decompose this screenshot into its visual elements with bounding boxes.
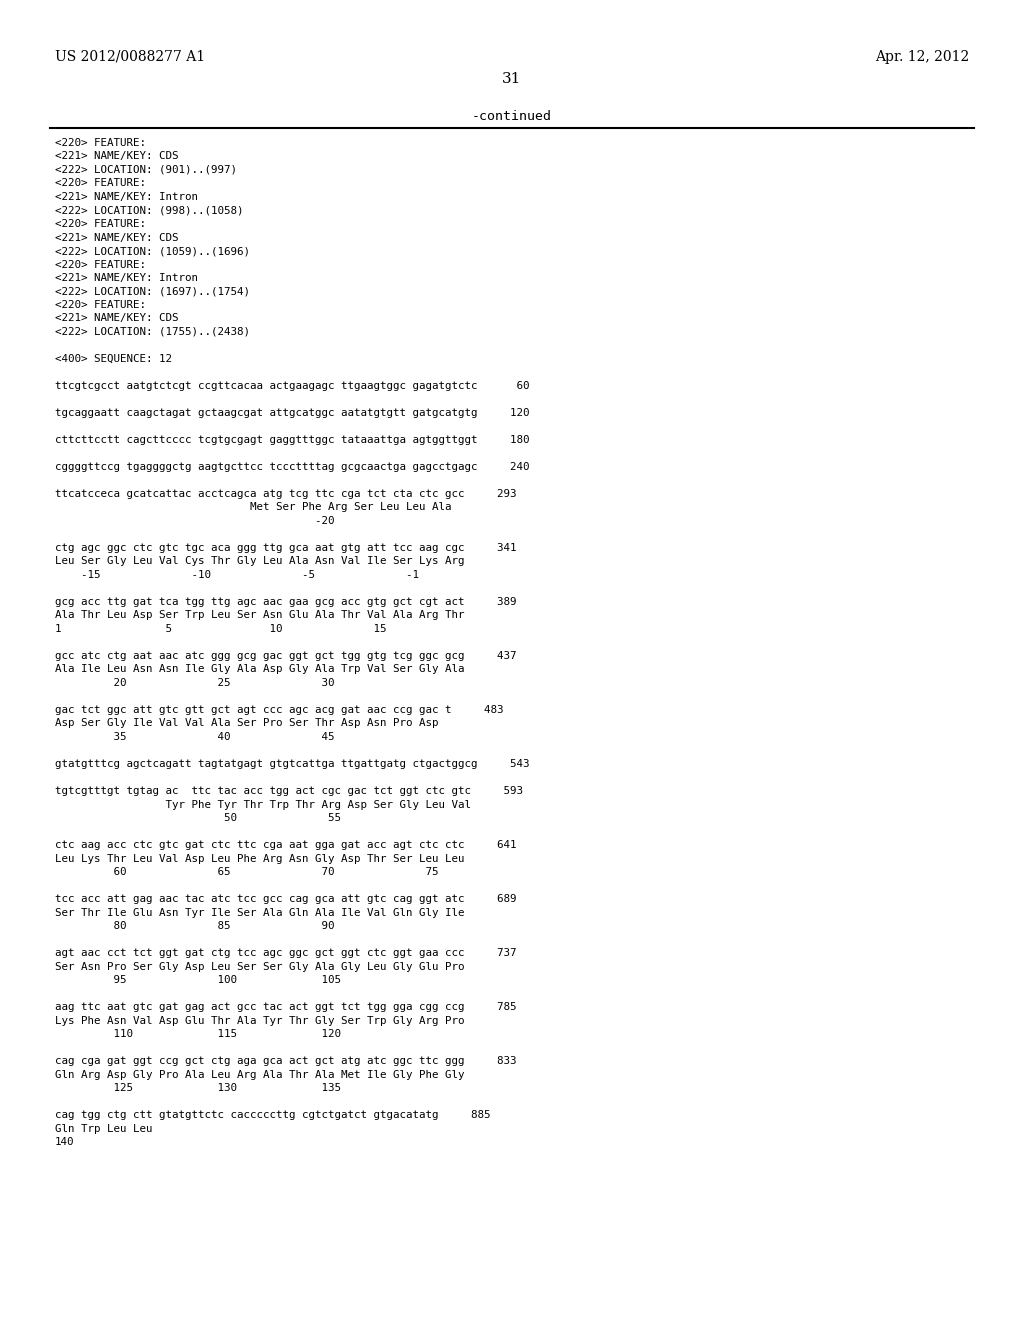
Text: Gln Arg Asp Gly Pro Ala Leu Arg Ala Thr Ala Met Ile Gly Phe Gly: Gln Arg Asp Gly Pro Ala Leu Arg Ala Thr … (55, 1069, 465, 1080)
Text: 110             115             120: 110 115 120 (55, 1030, 341, 1039)
Text: ttcgtcgcct aatgtctcgt ccgttcacaa actgaagagc ttgaagtggc gagatgtctc      60: ttcgtcgcct aatgtctcgt ccgttcacaa actgaag… (55, 381, 529, 391)
Text: Leu Ser Gly Leu Val Cys Thr Gly Leu Ala Asn Val Ile Ser Lys Arg: Leu Ser Gly Leu Val Cys Thr Gly Leu Ala … (55, 557, 465, 566)
Text: Lys Phe Asn Val Asp Glu Thr Ala Tyr Thr Gly Ser Trp Gly Arg Pro: Lys Phe Asn Val Asp Glu Thr Ala Tyr Thr … (55, 1015, 465, 1026)
Text: <220> FEATURE:: <220> FEATURE: (55, 178, 146, 189)
Text: 1                5               10              15: 1 5 10 15 (55, 624, 386, 634)
Text: <220> FEATURE:: <220> FEATURE: (55, 260, 146, 269)
Text: Leu Lys Thr Leu Val Asp Leu Phe Arg Asn Gly Asp Thr Ser Leu Leu: Leu Lys Thr Leu Val Asp Leu Phe Arg Asn … (55, 854, 465, 863)
Text: <222> LOCATION: (1059)..(1696): <222> LOCATION: (1059)..(1696) (55, 246, 250, 256)
Text: <221> NAME/KEY: CDS: <221> NAME/KEY: CDS (55, 314, 178, 323)
Text: Ser Asn Pro Ser Gly Asp Leu Ser Ser Gly Ala Gly Leu Gly Glu Pro: Ser Asn Pro Ser Gly Asp Leu Ser Ser Gly … (55, 961, 465, 972)
Text: 50              55: 50 55 (55, 813, 341, 822)
Text: <220> FEATURE:: <220> FEATURE: (55, 219, 146, 228)
Text: US 2012/0088277 A1: US 2012/0088277 A1 (55, 50, 205, 63)
Text: <220> FEATURE:: <220> FEATURE: (55, 300, 146, 310)
Text: tgcaggaatt caagctagat gctaagcgat attgcatggc aatatgtgtt gatgcatgtg     120: tgcaggaatt caagctagat gctaagcgat attgcat… (55, 408, 529, 418)
Text: <400> SEQUENCE: 12: <400> SEQUENCE: 12 (55, 354, 172, 364)
Text: cag cga gat ggt ccg gct ctg aga gca act gct atg atc ggc ttc ggg     833: cag cga gat ggt ccg gct ctg aga gca act … (55, 1056, 516, 1067)
Text: -15              -10              -5              -1: -15 -10 -5 -1 (55, 570, 419, 579)
Text: <221> NAME/KEY: Intron: <221> NAME/KEY: Intron (55, 191, 198, 202)
Text: 31: 31 (503, 73, 521, 86)
Text: 20              25              30: 20 25 30 (55, 678, 335, 688)
Text: <222> LOCATION: (998)..(1058): <222> LOCATION: (998)..(1058) (55, 206, 244, 215)
Text: <221> NAME/KEY: CDS: <221> NAME/KEY: CDS (55, 152, 178, 161)
Text: agt aac cct tct ggt gat ctg tcc agc ggc gct ggt ctc ggt gaa ccc     737: agt aac cct tct ggt gat ctg tcc agc ggc … (55, 948, 516, 958)
Text: aag ttc aat gtc gat gag act gcc tac act ggt tct tgg gga cgg ccg     785: aag ttc aat gtc gat gag act gcc tac act … (55, 1002, 516, 1012)
Text: 95              100             105: 95 100 105 (55, 975, 341, 985)
Text: Met Ser Phe Arg Ser Leu Leu Ala: Met Ser Phe Arg Ser Leu Leu Ala (55, 503, 452, 512)
Text: Ala Ile Leu Asn Asn Ile Gly Ala Asp Gly Ala Trp Val Ser Gly Ala: Ala Ile Leu Asn Asn Ile Gly Ala Asp Gly … (55, 664, 465, 675)
Text: gac tct ggc att gtc gtt gct agt ccc agc acg gat aac ccg gac t     483: gac tct ggc att gtc gtt gct agt ccc agc … (55, 705, 504, 715)
Text: gcg acc ttg gat tca tgg ttg agc aac gaa gcg acc gtg gct cgt act     389: gcg acc ttg gat tca tgg ttg agc aac gaa … (55, 597, 516, 607)
Text: 35              40              45: 35 40 45 (55, 733, 335, 742)
Text: Apr. 12, 2012: Apr. 12, 2012 (874, 50, 969, 63)
Text: <222> LOCATION: (1697)..(1754): <222> LOCATION: (1697)..(1754) (55, 286, 250, 297)
Text: <221> NAME/KEY: Intron: <221> NAME/KEY: Intron (55, 273, 198, 282)
Text: ctg agc ggc ctc gtc tgc aca ggg ttg gca aat gtg att tcc aag cgc     341: ctg agc ggc ctc gtc tgc aca ggg ttg gca … (55, 543, 516, 553)
Text: tgtcgtttgt tgtag ac  ttc tac acc tgg act cgc gac tct ggt ctc gtc     593: tgtcgtttgt tgtag ac ttc tac acc tgg act … (55, 785, 523, 796)
Text: ttcatcceca gcatcattac acctcagca atg tcg ttc cga tct cta ctc gcc     293: ttcatcceca gcatcattac acctcagca atg tcg … (55, 488, 516, 499)
Text: Ser Thr Ile Glu Asn Tyr Ile Ser Ala Gln Ala Ile Val Gln Gly Ile: Ser Thr Ile Glu Asn Tyr Ile Ser Ala Gln … (55, 908, 465, 917)
Text: tcc acc att gag aac tac atc tcc gcc cag gca att gtc cag ggt atc     689: tcc acc att gag aac tac atc tcc gcc cag … (55, 894, 516, 904)
Text: <221> NAME/KEY: CDS: <221> NAME/KEY: CDS (55, 232, 178, 243)
Text: 125             130             135: 125 130 135 (55, 1082, 341, 1093)
Text: Asp Ser Gly Ile Val Val Ala Ser Pro Ser Thr Asp Asn Pro Asp: Asp Ser Gly Ile Val Val Ala Ser Pro Ser … (55, 718, 438, 729)
Text: -continued: -continued (472, 110, 552, 123)
Text: <220> FEATURE:: <220> FEATURE: (55, 139, 146, 148)
Text: Gln Trp Leu Leu: Gln Trp Leu Leu (55, 1123, 153, 1134)
Text: <222> LOCATION: (1755)..(2438): <222> LOCATION: (1755)..(2438) (55, 327, 250, 337)
Text: Tyr Phe Tyr Thr Trp Thr Arg Asp Ser Gly Leu Val: Tyr Phe Tyr Thr Trp Thr Arg Asp Ser Gly … (55, 800, 471, 809)
Text: gcc atc ctg aat aac atc ggg gcg gac ggt gct tgg gtg tcg ggc gcg     437: gcc atc ctg aat aac atc ggg gcg gac ggt … (55, 651, 516, 661)
Text: cag tgg ctg ctt gtatgttctc cacccccttg cgtctgatct gtgacatatg     885: cag tgg ctg ctt gtatgttctc cacccccttg cg… (55, 1110, 490, 1119)
Text: cttcttcctt cagcttcccc tcgtgcgagt gaggtttggc tataaattga agtggttggt     180: cttcttcctt cagcttcccc tcgtgcgagt gaggttt… (55, 436, 529, 445)
Text: ctc aag acc ctc gtc gat ctc ttc cga aat gga gat acc agt ctc ctc     641: ctc aag acc ctc gtc gat ctc ttc cga aat … (55, 840, 516, 850)
Text: 60              65              70              75: 60 65 70 75 (55, 867, 438, 876)
Text: 80              85              90: 80 85 90 (55, 921, 335, 931)
Text: -20: -20 (55, 516, 335, 525)
Text: 140: 140 (55, 1137, 75, 1147)
Text: cggggttccg tgaggggctg aagtgcttcc tcccttttag gcgcaactga gagcctgagc     240: cggggttccg tgaggggctg aagtgcttcc tcccttt… (55, 462, 529, 473)
Text: <222> LOCATION: (901)..(997): <222> LOCATION: (901)..(997) (55, 165, 237, 176)
Text: gtatgtttcg agctcagatt tagtatgagt gtgtcattga ttgattgatg ctgactggcg     543: gtatgtttcg agctcagatt tagtatgagt gtgtcat… (55, 759, 529, 770)
Text: Ala Thr Leu Asp Ser Trp Leu Ser Asn Glu Ala Thr Val Ala Arg Thr: Ala Thr Leu Asp Ser Trp Leu Ser Asn Glu … (55, 610, 465, 620)
